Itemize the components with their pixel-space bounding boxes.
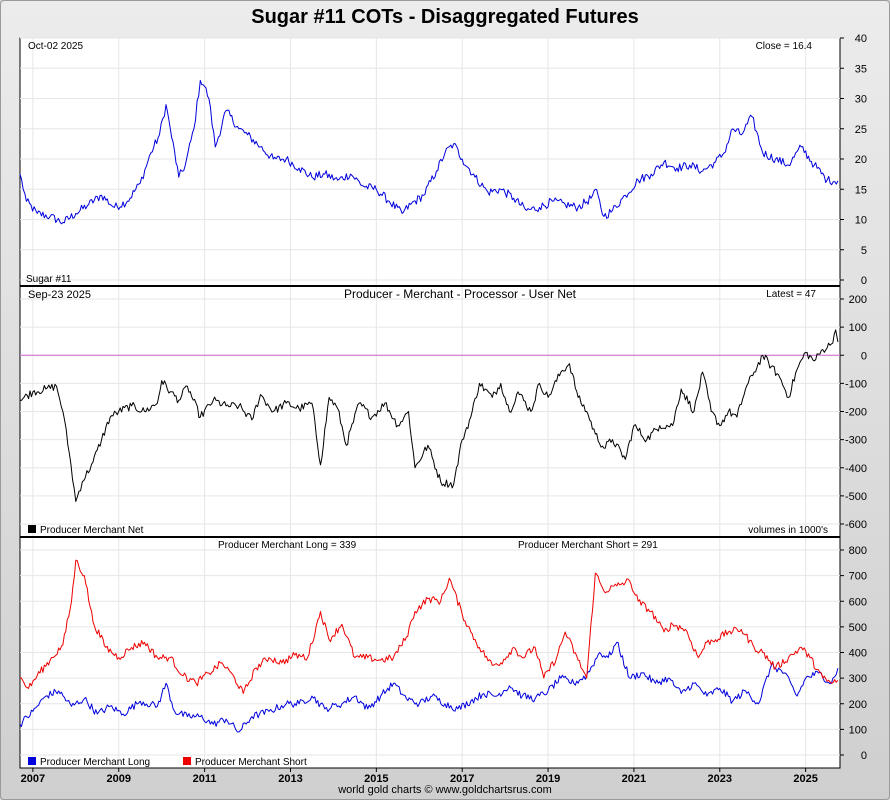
net-date-label: Sep-23 2025: [28, 289, 91, 301]
net-latest-label: Latest = 47: [766, 289, 816, 300]
units-label: volumes in 1000's: [748, 525, 828, 536]
y-tick-label: 5: [861, 245, 867, 257]
y-tick-label: 20: [855, 154, 867, 166]
y-tick-label: 40: [855, 33, 867, 45]
y-tick-label: 700: [849, 571, 867, 583]
short-legend-swatch: [183, 757, 191, 765]
series-line-sugar-11: [19, 79, 839, 225]
y-tick-label: 800: [849, 545, 867, 557]
y-tick-label: -400: [845, 463, 867, 475]
long-value-label: Producer Merchant Long = 339: [218, 540, 357, 551]
y-tick-label: -300: [845, 435, 867, 447]
price-date-label: Oct-02 2025: [28, 41, 83, 52]
y-tick-label: 15: [855, 184, 867, 196]
x-tick-label: 2007: [21, 773, 45, 785]
y-tick-label: 30: [855, 94, 867, 106]
y-tick-label: 300: [849, 673, 867, 685]
y-tick-label: -100: [845, 378, 867, 390]
price-close-label: Close = 16.4: [756, 41, 813, 52]
x-tick-label: 2009: [107, 773, 131, 785]
footer-credit: world gold charts © www.goldchartsrus.co…: [338, 784, 552, 796]
net-legend-label: Producer Merchant Net: [40, 525, 144, 536]
y-tick-label: 600: [849, 596, 867, 608]
x-tick-label: 2021: [622, 773, 646, 785]
y-tick-label: 0: [861, 350, 867, 362]
y-tick-label: 500: [849, 622, 867, 634]
price-panel: [19, 37, 841, 287]
y-tick-label: 200: [849, 699, 867, 711]
x-tick-label: 2013: [278, 773, 302, 785]
x-tick-label: 2023: [708, 773, 732, 785]
y-tick-label: 0: [861, 750, 867, 762]
y-tick-label: 200: [849, 294, 867, 306]
y-tick-label: 0: [861, 275, 867, 287]
net-legend-swatch: [28, 525, 36, 533]
y-tick-label: 100: [849, 724, 867, 736]
chart-title: Sugar #11 COTs - Disaggregated Futures: [251, 6, 639, 28]
y-tick-label: 400: [849, 648, 867, 660]
price-series-label: Sugar #11: [26, 274, 72, 285]
y-tick-label: -600: [845, 519, 867, 531]
x-tick-label: 2025: [793, 773, 817, 785]
x-tick-label: 2019: [536, 773, 560, 785]
series-line-producer-merchant-long: [19, 641, 839, 733]
y-tick-label: 100: [849, 322, 867, 334]
y-tick-label: 25: [855, 124, 867, 136]
y-tick-label: -500: [845, 491, 867, 503]
series-line-producer-merchant-net: [19, 329, 839, 502]
net-panel-title: Producer - Merchant - Processor - User N…: [344, 287, 577, 301]
long-legend-label: Producer Merchant Long: [40, 757, 150, 768]
x-tick-label: 2017: [450, 773, 474, 785]
short-legend-label: Producer Merchant Short: [195, 757, 307, 768]
x-tick-label: 2015: [364, 773, 388, 785]
y-tick-label: -200: [845, 407, 867, 419]
x-tick-label: 2011: [193, 773, 217, 785]
series-line-producer-merchant-short: [19, 559, 839, 694]
long-legend-swatch: [28, 757, 36, 765]
y-tick-label: 10: [855, 215, 867, 227]
y-tick-label: 35: [855, 63, 867, 75]
short-value-label: Producer Merchant Short = 291: [518, 540, 658, 551]
